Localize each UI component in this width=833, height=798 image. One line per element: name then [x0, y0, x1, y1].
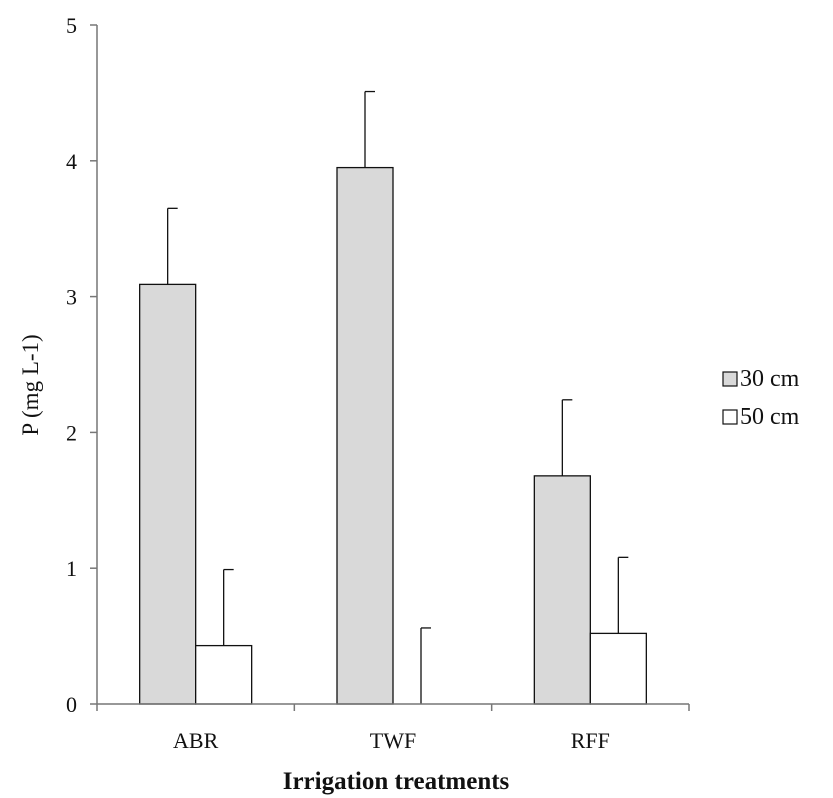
- y-axis: 0 1 2 3 4 5: [66, 13, 98, 717]
- bar: [533, 475, 591, 705]
- y-tick-label: 3: [66, 285, 77, 310]
- plot-area: [139, 90, 647, 705]
- bar: [336, 166, 394, 705]
- y-tick-label: 5: [66, 13, 77, 38]
- legend: 30 cm 50 cm: [722, 366, 800, 430]
- y-tick-label: 4: [66, 149, 77, 174]
- legend-label: 30 cm: [740, 366, 800, 392]
- x-axis-title: Irrigation treatments: [283, 768, 510, 795]
- legend-label: 50 cm: [740, 404, 800, 430]
- legend-swatch: [722, 371, 738, 387]
- x-tick-label: TWF: [370, 728, 416, 753]
- y-tick-label: 0: [66, 692, 77, 717]
- bar: [139, 283, 197, 705]
- x-tick-label: RFF: [571, 728, 610, 753]
- y-tick-label: 2: [66, 420, 77, 445]
- x-tick-label: ABR: [173, 728, 219, 753]
- y-axis-title: P (mg L-1): [18, 334, 43, 435]
- legend-swatch: [722, 409, 738, 425]
- bar: [589, 632, 647, 705]
- x-axis: ABR TWF RFF: [96, 703, 690, 753]
- y-tick-label: 1: [66, 556, 77, 581]
- bar: [195, 644, 253, 705]
